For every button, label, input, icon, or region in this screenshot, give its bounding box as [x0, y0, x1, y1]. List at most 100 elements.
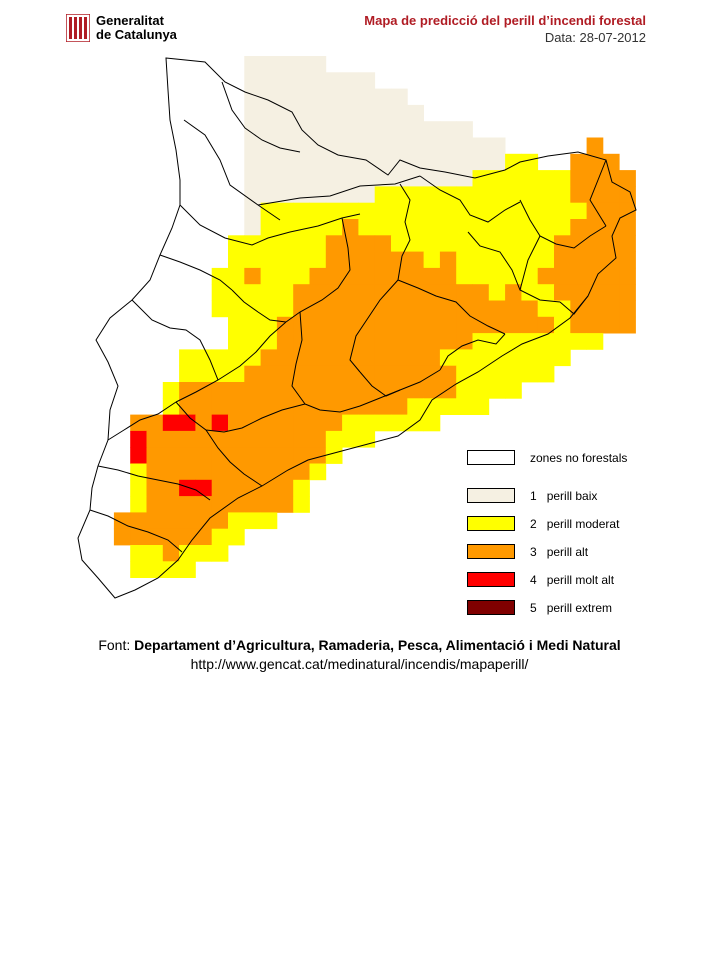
risk-cell	[472, 316, 490, 334]
internal-boundary	[257, 175, 421, 206]
risk-cell	[276, 300, 294, 318]
risk-cell	[293, 479, 310, 497]
risk-cell	[537, 300, 555, 318]
risk-cell	[586, 219, 604, 236]
risk-cell	[456, 137, 473, 155]
risk-cell	[325, 349, 343, 367]
internal-boundary	[221, 81, 301, 153]
risk-cell	[374, 365, 392, 383]
risk-cell	[391, 365, 408, 383]
risk-cell	[537, 284, 555, 301]
risk-cell	[309, 349, 327, 367]
risk-cell	[179, 349, 196, 367]
source-url[interactable]: http://www.gencat.cat/medinatural/incend…	[190, 656, 529, 672]
risk-cell	[488, 235, 506, 252]
risk-cell	[619, 316, 636, 334]
risk-cell	[391, 104, 408, 122]
risk-cell	[505, 316, 522, 334]
risk-cell	[211, 430, 229, 448]
risk-cell	[472, 137, 490, 155]
risk-cell	[391, 202, 408, 220]
risk-cell	[391, 121, 408, 138]
internal-boundary	[159, 254, 233, 291]
risk-cell	[619, 300, 636, 318]
risk-cell	[391, 300, 408, 318]
risk-cell	[276, 496, 294, 513]
risk-cell	[554, 300, 571, 318]
risk-cell	[325, 284, 343, 301]
risk-cell	[342, 316, 359, 334]
risk-cell	[244, 430, 261, 448]
risk-cell	[325, 365, 343, 383]
risk-cell	[260, 219, 278, 236]
risk-cell	[260, 104, 278, 122]
risk-cell	[325, 219, 343, 236]
risk-cell	[358, 414, 376, 432]
risk-cell	[260, 56, 278, 73]
risk-cell	[407, 137, 424, 155]
risk-cell	[407, 382, 424, 399]
internal-boundary	[559, 295, 589, 315]
risk-cell	[374, 284, 392, 301]
risk-cell	[407, 186, 424, 204]
risk-cell	[602, 202, 620, 220]
internal-boundary	[439, 333, 506, 371]
risk-cell	[505, 365, 522, 383]
risk-cell	[260, 333, 278, 350]
risk-cell	[488, 202, 506, 220]
risk-cell	[586, 316, 604, 334]
risk-cell	[391, 219, 408, 236]
risk-cell	[244, 463, 261, 481]
risk-cell	[521, 267, 539, 285]
legend-swatch	[467, 572, 515, 587]
internal-boundary	[175, 401, 306, 433]
risk-cell	[244, 284, 261, 301]
risk-cell	[244, 382, 261, 399]
risk-cell	[521, 365, 539, 383]
risk-cell	[130, 463, 147, 481]
risk-cell	[358, 349, 376, 367]
risk-cell	[374, 202, 392, 220]
risk-cell	[407, 349, 424, 367]
risk-cell	[293, 398, 310, 415]
risk-cell	[439, 398, 457, 415]
risk-cell	[505, 186, 522, 204]
risk-cell	[228, 333, 245, 350]
risk-cell	[244, 496, 261, 513]
risk-cell	[309, 202, 327, 220]
risk-cell	[309, 219, 327, 236]
risk-cell	[276, 104, 294, 122]
risk-cell	[309, 414, 327, 432]
risk-cell	[439, 202, 457, 220]
risk-cell	[146, 496, 164, 513]
risk-cell	[391, 186, 408, 204]
risk-cell	[472, 267, 490, 285]
risk-cell	[472, 349, 490, 367]
risk-cell	[211, 267, 229, 285]
risk-cell	[456, 365, 473, 383]
catalonia-outline	[77, 57, 637, 599]
risk-cell	[439, 267, 457, 285]
risk-cell	[309, 153, 327, 171]
risk-cell	[488, 153, 506, 171]
risk-cell	[602, 219, 620, 236]
risk-cell	[456, 267, 473, 285]
risk-cell	[554, 284, 571, 301]
risk-cell	[244, 447, 261, 464]
risk-cell	[260, 284, 278, 301]
risk-cell	[456, 170, 473, 187]
risk-cell	[260, 153, 278, 171]
risk-cell	[325, 382, 343, 399]
risk-cell	[325, 447, 343, 464]
risk-cell	[260, 430, 278, 448]
risk-cell	[244, 202, 261, 220]
risk-cell	[293, 72, 310, 89]
risk-cell	[162, 382, 180, 399]
risk-cell	[342, 251, 359, 269]
risk-cell	[244, 235, 261, 252]
risk-cell	[260, 463, 278, 481]
internal-boundary	[519, 199, 607, 249]
legend-label: zones no forestals	[530, 451, 628, 465]
risk-cell	[276, 284, 294, 301]
risk-cell	[195, 479, 213, 497]
